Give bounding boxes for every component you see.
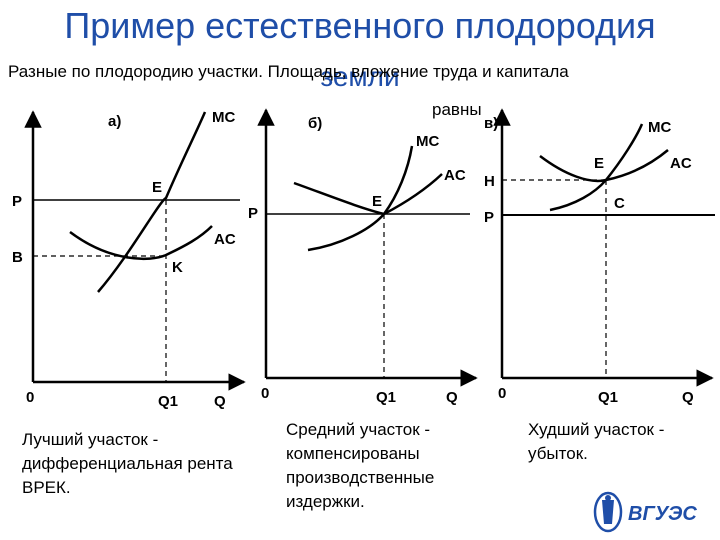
graph-a-ac-label: AC (214, 231, 236, 248)
vguets-logo: ВГУЭС (593, 491, 697, 533)
graph-b-q-label: Q (446, 389, 458, 406)
graph-b-p-label: P (248, 205, 258, 222)
graph-b-mc-curve (307, 145, 414, 252)
graph-v-ac-curve (539, 149, 669, 183)
graph-v-origin-label: 0 (498, 385, 506, 402)
graph-a-mc-label: MC (212, 109, 235, 126)
graph-v-panel-label: в) (484, 115, 498, 132)
graph-a-mc-curve (97, 111, 207, 293)
graph-a-origin-label: 0 (26, 389, 34, 406)
graph-b-panel-label: б) (308, 115, 322, 132)
graph-b-origin-label: 0 (261, 385, 269, 402)
graph-a-ac-curve (69, 225, 213, 261)
graph-a: а) MC AC P B E K 0 Q1 Q (12, 109, 246, 410)
graph-v-p-label: P (484, 209, 494, 226)
graph-a-p-label: P (12, 193, 22, 210)
caption-best-plot: Лучший участок - дифференциальная рента … (22, 430, 233, 497)
graph-v: в) MC AC H P E C 0 Q1 Q (484, 108, 715, 406)
graph-a-e-label: E (152, 179, 162, 196)
graph-a-b-label: B (12, 249, 23, 266)
graph-b-q1-label: Q1 (376, 389, 396, 406)
logo-text: ВГУЭС (628, 503, 697, 525)
graph-v-q1-label: Q1 (598, 389, 618, 406)
graph-a-q1-label: Q1 (158, 393, 178, 410)
slide-title-line2: земли (320, 61, 400, 92)
graph-v-c-label: C (614, 195, 625, 212)
intro-tail-text: равны (432, 100, 482, 119)
caption-average-plot: Средний участок - компенсированы произво… (286, 420, 435, 511)
graph-b: б) MC AC P E 0 Q1 Q (248, 108, 478, 406)
caption-worst-plot: Худший участок - убыток. (528, 420, 665, 463)
graph-a-panel-label: а) (108, 113, 121, 130)
intro-text: Разные по плодородию участки. Площадь, в… (8, 62, 569, 81)
logo-emblem-icon (593, 491, 623, 533)
graph-v-mc-label: MC (648, 119, 671, 136)
graph-b-mc-label: MC (416, 133, 439, 150)
slide-title: Пример естественного плодородия (64, 5, 656, 46)
graph-v-e-label: E (594, 155, 604, 172)
graph-v-ac-label: AC (670, 155, 692, 172)
graph-b-ac-curve (293, 173, 443, 216)
graph-v-h-label: H (484, 173, 495, 190)
graph-v-q-label: Q (682, 389, 694, 406)
graph-b-ac-label: AC (444, 167, 466, 184)
graph-b-e-label: E (372, 193, 382, 210)
economic-graphs: а) MC AC P B E K 0 Q1 Q б) MC AC P E 0 Q… (12, 108, 715, 410)
graph-a-k-label: K (172, 259, 183, 276)
graph-a-q-label: Q (214, 393, 226, 410)
